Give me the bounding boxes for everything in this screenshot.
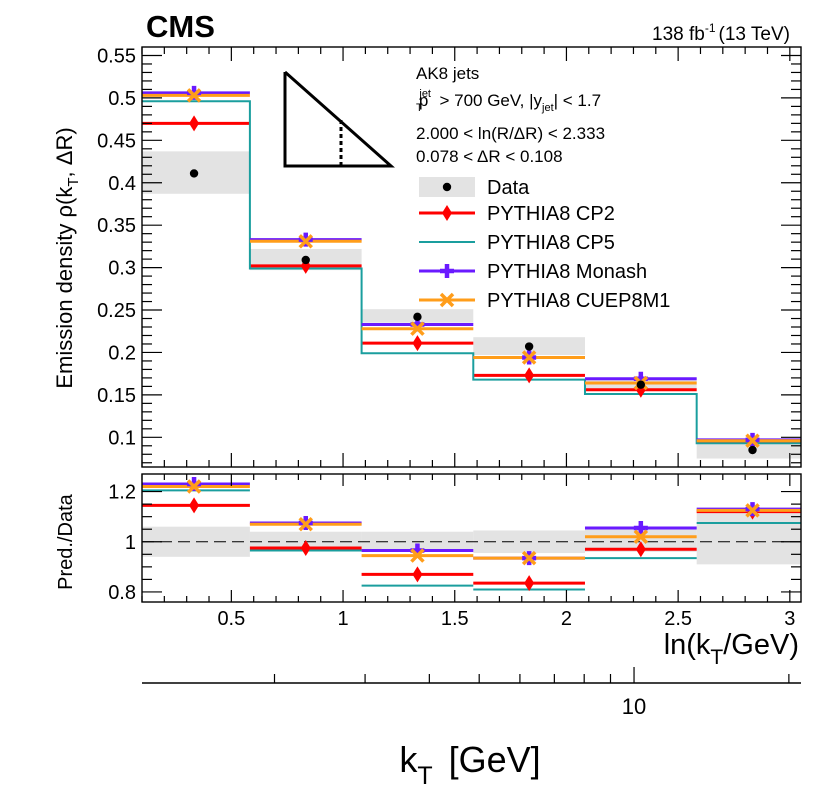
ratio-cp2-marker-4 (635, 541, 646, 558)
ratio-frame (141, 473, 802, 603)
series-cp2-marker-3 (524, 367, 535, 384)
main-frame (141, 46, 802, 468)
ratio-cuep8m1-marker-0 (186, 479, 202, 494)
legend-marker-cuep8m1 (439, 292, 455, 308)
main-y-axis-label: Emission density ρ(kT, ΔR) (52, 127, 82, 388)
ratio-panel: 0.8 1 1.2 0.5 1 1.5 2 2.5 3 (108, 473, 802, 630)
jet-type-label: AK8 jets (416, 64, 479, 83)
main-y-tick-label: 0.5 (108, 88, 136, 110)
main-panel: 0.1 0.15 0.2 0.25 0.3 0.35 0.4 0.45 0.5 0.55 (97, 45, 802, 468)
main-y-ticks: 0.1 0.15 0.2 0.25 0.3 0.35 0.4 0.45 0.5 0.55 (97, 45, 801, 464)
ratio-cp2-marker-0 (189, 497, 200, 514)
legend-marker-monash (440, 264, 454, 278)
data-points (189, 169, 757, 455)
data-point-5 (748, 445, 757, 455)
jet-cuts-label: pjet T > 700 GeV, |yjet| < 1.7 (416, 88, 601, 114)
data-uncertainty-bands (142, 151, 801, 459)
series-cp2-marker-0 (189, 115, 200, 132)
main-y-tick-label: 0.35 (97, 215, 136, 237)
series-cp5-line (142, 100, 801, 445)
legend-label-cp2: PYTHIA8 CP2 (487, 203, 615, 225)
series-cuep8m1-marker-5 (745, 433, 760, 448)
legend-label-monash: PYTHIA8 Monash (487, 261, 647, 283)
ratio-y-tick-label: 1.2 (108, 482, 136, 504)
selection-info: AK8 jets pjet T > 700 GeV, |yjet| < 1.7 2… (416, 64, 605, 166)
ratio-monash-marker-4 (633, 520, 648, 535)
legend-marker-cp2 (442, 205, 452, 221)
ratio-cuep8m1-marker-2 (410, 548, 425, 563)
ratio-x-tick-label: 1 (337, 608, 348, 630)
ratio-y-tick-label: 0.8 (108, 582, 136, 604)
data-point-3 (524, 342, 534, 351)
legend: Data PYTHIA8 CP2 PYTHIA8 CP5 PYTHIA8 Monash… (419, 177, 670, 312)
main-y-tick-label: 0.55 (97, 45, 136, 67)
data-point-4 (636, 380, 646, 389)
main-y-tick-label: 0.2 (108, 342, 136, 364)
kt-tick-label: 10 (622, 694, 646, 719)
ratio-cuep8m1-marker-4 (633, 529, 649, 544)
ratio-cp2-marker-2 (412, 566, 423, 583)
ratio-band-4 (584, 529, 697, 552)
legend-label-cp5: PYTHIA8 CP5 (487, 232, 615, 254)
lnkt-axis-label: ln(kT/GeV) (664, 629, 799, 669)
legend-label-data: Data (487, 177, 530, 199)
ratio-x-tick-label: 0.5 (217, 608, 245, 630)
legend-marker-data (442, 182, 452, 192)
main-y-tick-label: 0.3 (108, 258, 136, 280)
ratio-x-tick-label: 2.5 (664, 608, 692, 630)
data-point-1 (301, 255, 310, 265)
ratio-band-2 (361, 531, 474, 550)
lnr-range-label: 2.000 < ln(R/ΔR) < 2.333 (416, 124, 605, 143)
experiment-label: CMS (146, 9, 215, 44)
ratio-cp2-marker-3 (524, 575, 535, 592)
main-y-tick-label: 0.4 (108, 173, 136, 195)
ratio-cuep8m1-marker-1 (298, 516, 313, 532)
ratio-series (142, 477, 801, 592)
main-y-tick-label: 0.15 (97, 385, 136, 407)
series-cp2-marker-2 (412, 335, 423, 352)
ratio-y-tick-label: 1 (125, 532, 136, 554)
series-cuep8m1-marker-0 (186, 88, 202, 103)
main-x-ticks (141, 47, 791, 467)
ratio-y-ticks: 0.8 1 1.2 (108, 482, 801, 604)
ratio-x-ticks: 0.5 1 1.5 2 2.5 3 (141, 474, 795, 630)
data-point-0 (189, 169, 199, 178)
ratio-x-tick-label: 1.5 (441, 608, 469, 630)
mc-series (142, 85, 801, 450)
data-point-2 (413, 312, 422, 322)
series-cuep8m1-marker-2 (410, 321, 425, 336)
ratio-cuep8m1-marker-5 (745, 503, 760, 518)
kt-axis: 10 (142, 667, 801, 719)
main-y-tick-label: 0.45 (97, 130, 136, 152)
main-y-tick-label: 0.1 (108, 427, 136, 449)
lund-triangle-diagram (283, 70, 395, 168)
main-y-tick-label: 0.25 (97, 300, 136, 322)
ratio-x-tick-label: 3 (784, 608, 795, 630)
dr-range-label: 0.078 < ΔR < 0.108 (416, 147, 563, 166)
ratio-y-axis-label: Pred./Data (55, 493, 77, 589)
series-cuep8m1-marker-3 (521, 350, 537, 365)
ratio-band-5 (696, 511, 801, 565)
luminosity-label: 138 fb-1 (13 TeV) (652, 21, 790, 45)
series-cuep8m1-marker-1 (298, 234, 313, 249)
kt-axis-label: kT [GeV] (399, 739, 540, 790)
legend-label-cuep8m1: PYTHIA8 CUEP8M1 (487, 290, 670, 312)
ratio-cp2-marker-1 (300, 540, 311, 557)
ratio-cuep8m1-marker-3 (521, 550, 537, 566)
ratio-x-tick-label: 2 (561, 608, 572, 630)
